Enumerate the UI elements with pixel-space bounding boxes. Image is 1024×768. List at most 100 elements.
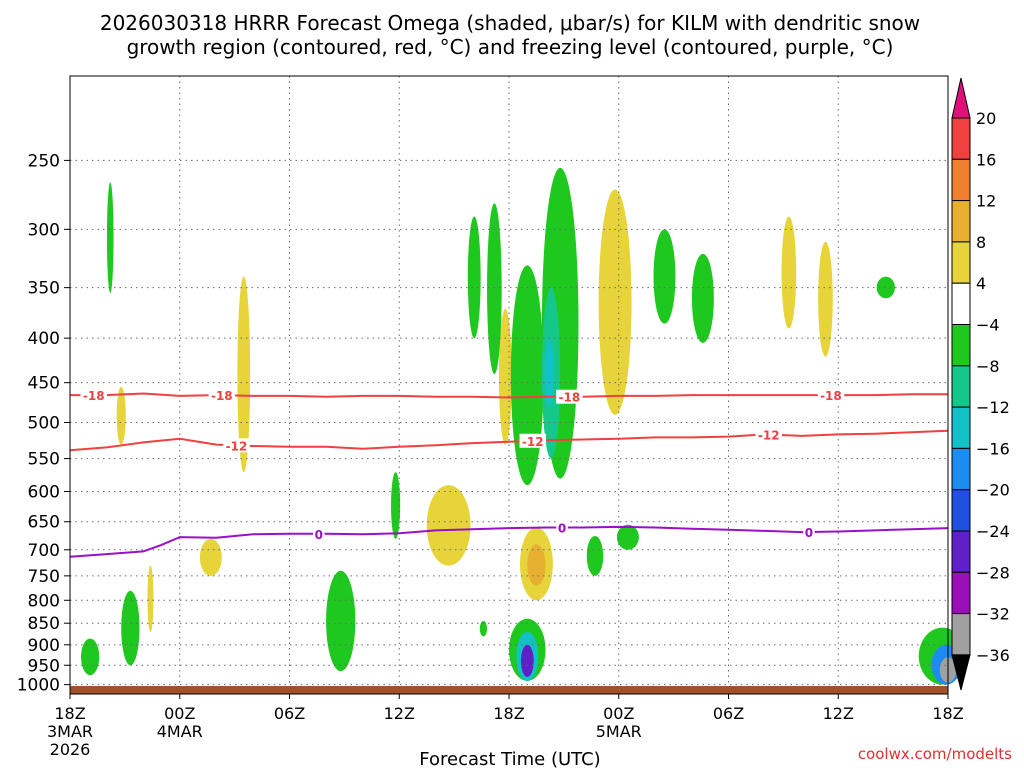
colorbar-label: −24: [976, 522, 1010, 541]
credit-text: coolwx.com/modelts: [858, 745, 1012, 763]
contour-label: -18: [83, 389, 105, 403]
contour-label: -12: [522, 435, 544, 449]
colorbar-label: 4: [976, 274, 986, 293]
y-tick-label: 550: [28, 450, 60, 470]
contour-label-bg: [556, 520, 568, 535]
colorbar-band: [951, 282, 971, 326]
colorbar-band: [951, 241, 971, 284]
contour-label: -18: [559, 391, 581, 405]
contour-label: 0: [558, 522, 566, 536]
contour-label-bg: [817, 388, 845, 403]
colorbar-label: −4: [976, 316, 1000, 335]
y-tick-label: 1000: [17, 676, 60, 696]
colorbar-label: −20: [976, 481, 1010, 500]
omega-neg-20: [520, 644, 534, 678]
omega-pos-14: [598, 189, 632, 415]
omega-neg-01: [106, 182, 114, 294]
x-tick-label: 06Z: [713, 704, 744, 723]
omega-pos-10: [237, 276, 251, 473]
x-tick-label: 00Z: [164, 704, 195, 723]
y-tick-label: 900: [28, 636, 60, 656]
colorbar-band: [951, 117, 971, 160]
contour-label-bg: [208, 388, 236, 403]
omega-pos-12: [426, 485, 471, 566]
x-tick-label: 12Z: [384, 704, 415, 723]
omega-neg-04: [326, 570, 356, 672]
y-tick-label: 700: [28, 541, 60, 561]
colorbar-label: −16: [976, 439, 1010, 458]
contour-label: -12: [226, 439, 248, 453]
colorbar-band: [951, 530, 971, 573]
colorbar-bottom-arrow: [951, 654, 971, 691]
colorbar-label: −32: [976, 605, 1010, 624]
contour-label-bg: [313, 526, 325, 541]
colorbar-band: [951, 613, 971, 656]
contour-label-bg: [755, 427, 782, 442]
grid: [70, 76, 948, 694]
y-tick-label: 450: [28, 374, 60, 394]
x-tick-label: 06Z: [274, 704, 305, 723]
omega-neg-08: [510, 265, 544, 486]
ground-strip: [70, 686, 948, 694]
omega-neg-11: [544, 338, 554, 408]
omega-pos-11: [199, 538, 222, 576]
colorbar-label: 16: [976, 150, 996, 169]
colorbar-band: [951, 571, 971, 615]
colorbar-band: [951, 489, 971, 532]
y-tick-label: 850: [28, 614, 60, 634]
contour-label: 0: [805, 526, 813, 540]
colorbar-band: [951, 158, 971, 202]
omega-neg-14: [691, 253, 714, 343]
colorbar-label: −28: [976, 563, 1010, 582]
omega-neg-07: [487, 203, 502, 375]
omega-pos-18: [527, 544, 546, 586]
colorbar-label: 8: [976, 233, 986, 252]
colorbar-band: [951, 447, 971, 491]
omega-neg-16: [876, 276, 895, 299]
x-tick-sublabel: 4MAR: [157, 722, 203, 741]
chart-title-line-1: 2026030318 HRRR Forecast Omega (shaded, …: [100, 11, 920, 35]
x-axis-label: Forecast Time (UTC): [419, 749, 600, 768]
colorbar-label: 12: [976, 192, 996, 211]
contour-label: -12: [758, 429, 780, 443]
contour-label-bg: [80, 388, 108, 403]
y-tick-label: 350: [28, 279, 60, 299]
y-tick-label: 250: [28, 151, 60, 171]
omega-neg-05: [391, 472, 401, 539]
colorbar-top-arrow: [951, 77, 971, 119]
x-tick-label: 18Z: [932, 704, 963, 723]
plot-area: -18 -18 -18 -18 -12 -12 -12 0 0 0 250 300 350 400 450 5…: [17, 75, 967, 759]
x-tick-label: 18Z: [54, 704, 85, 723]
contour-label-bg: [223, 438, 250, 453]
omega-neg-12: [586, 536, 604, 576]
contour-label-bg: [556, 389, 583, 404]
y-tick-label: 650: [28, 513, 60, 533]
chart-title-line-2: growth region (contoured, red, °C) and f…: [127, 35, 894, 59]
y-tick-label: 500: [28, 414, 60, 434]
omega-pos-13: [498, 308, 512, 445]
omega-neg-03: [121, 590, 140, 666]
omega-neg-06: [467, 216, 481, 339]
contour--12: [69, 429, 949, 452]
omega-neg-13: [653, 229, 676, 324]
x-tick-sublabel: 5MAR: [596, 722, 642, 741]
omega-pos-15: [781, 216, 797, 329]
x-tick-label: 00Z: [603, 704, 634, 723]
contour-label: -18: [211, 389, 233, 403]
contour-label-bg: [803, 524, 815, 539]
contour-0: [69, 525, 949, 558]
colorbar-label: −36: [976, 646, 1010, 665]
omega-shading: [80, 167, 967, 685]
colorbar-band: [951, 324, 971, 367]
y-tick-label: 800: [28, 591, 60, 611]
x-tick-label: 12Z: [823, 704, 854, 723]
colorbar-band: [951, 406, 971, 449]
x-tick-sublabel: 3MAR: [47, 722, 93, 741]
colorbar-label: −8: [976, 357, 1000, 376]
colorbar-band: [951, 365, 971, 408]
y-tick-label: 950: [28, 656, 60, 676]
colorbar-label: −12: [976, 398, 1010, 417]
y-tick-label: 750: [28, 567, 60, 587]
omega-neg-15: [616, 524, 639, 550]
